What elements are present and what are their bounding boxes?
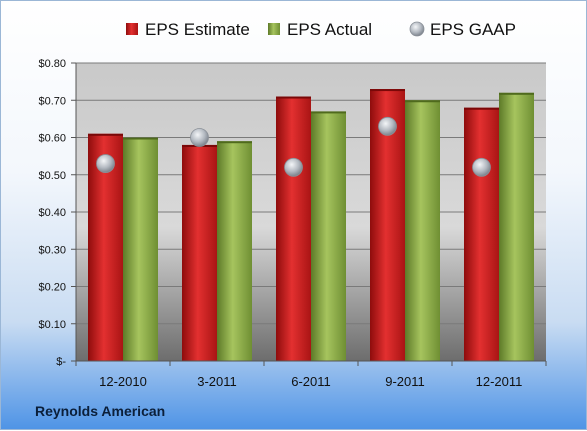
y-axis: $- $0.10 $0.20 $0.30 $0.40 $0.50 $0.60 $0.70 $0.… — [38, 58, 77, 368]
legend-swatch — [268, 23, 280, 35]
bar-top — [370, 89, 405, 92]
y-tick-label: $- — [56, 356, 66, 368]
y-tick-label: $0.30 — [38, 244, 66, 256]
x-tick-label: 3-2011 — [197, 374, 237, 389]
y-tick-label: $0.80 — [38, 58, 66, 70]
bar-top — [464, 107, 499, 110]
bar — [123, 137, 158, 361]
legend-swatch — [409, 21, 425, 37]
gaap-points — [96, 116, 491, 177]
gaap-point — [96, 154, 115, 173]
company-name: Reynolds American — [35, 403, 166, 419]
bar-top — [123, 137, 158, 140]
bars — [88, 89, 534, 362]
gaap-point — [284, 157, 303, 177]
y-tick-label: $0.70 — [38, 95, 66, 107]
y-tick-label: $0.40 — [38, 207, 66, 219]
legend-swatch — [126, 23, 138, 35]
y-tick-label: $0.20 — [38, 282, 66, 294]
legend-label: EPS GAAP — [430, 20, 516, 39]
bar — [499, 92, 534, 362]
bar — [182, 144, 217, 361]
legend-label: EPS Actual — [287, 20, 372, 39]
y-tick-label: $0.50 — [38, 170, 66, 182]
x-tick-label: 6-2011 — [291, 374, 331, 389]
bar-top — [311, 111, 346, 114]
y-tick-label: $0.60 — [38, 133, 66, 145]
bar — [217, 141, 252, 361]
x-axis: 12-2010 3-2011 6-2011 9-2011 12-2011 — [75, 360, 547, 389]
bar-top — [405, 100, 440, 103]
gaap-point — [378, 116, 397, 136]
bar-top — [88, 133, 123, 136]
legend-label: EPS Estimate — [145, 20, 250, 39]
bar-top — [276, 96, 311, 99]
gaap-point — [472, 157, 491, 177]
bar-top — [499, 92, 534, 95]
gaap-point — [190, 128, 209, 147]
y-tick-label: $0.10 — [38, 319, 66, 331]
bar — [311, 111, 346, 361]
bar-top — [217, 141, 252, 144]
x-tick-label: 9-2011 — [385, 374, 425, 389]
legend: EPS Estimate EPS Actual EPS GAAP — [126, 20, 516, 39]
x-tick-label: 12-2011 — [476, 374, 523, 389]
bar — [276, 96, 311, 362]
bar — [405, 100, 440, 361]
bar — [464, 107, 499, 361]
x-tick-label: 12-2010 — [99, 374, 147, 389]
